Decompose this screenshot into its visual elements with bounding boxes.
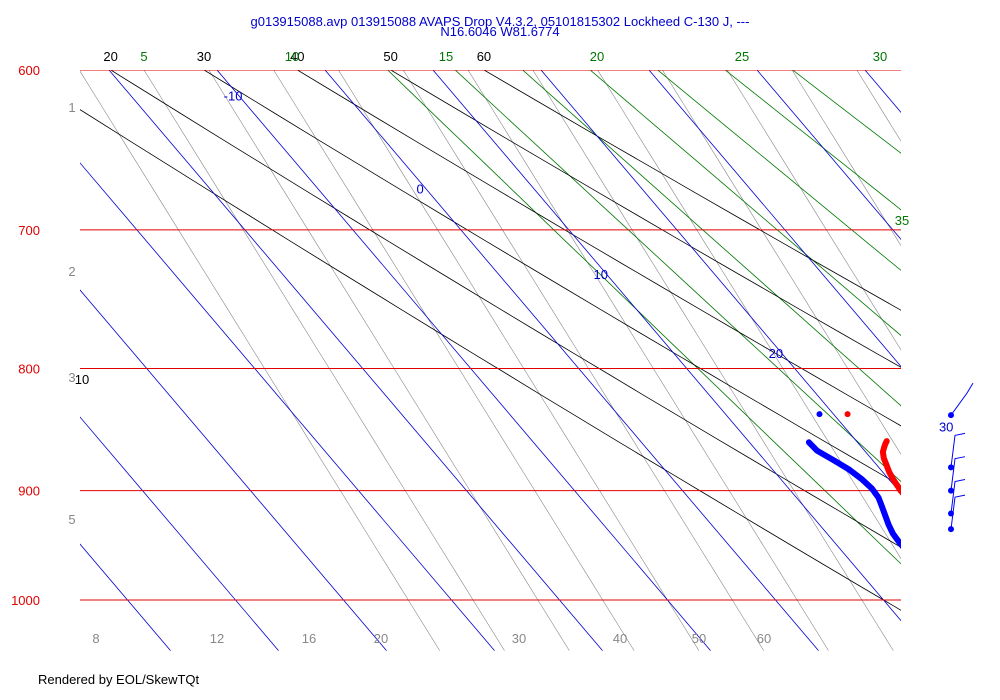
moist-adiabat-label: 25 [735,49,749,64]
wind-barb [950,456,966,491]
moist-adiabat-line [657,70,901,271]
dewpoint-profile [805,439,901,549]
title-line-1: g013915088.avp 013915088 AVAPS Drop V4.3… [250,14,750,29]
isotherm-line [864,70,901,113]
mixing-ratio-label: 8 [92,631,99,646]
isotherm-line [756,70,901,241]
isotherm-line [432,70,901,622]
mixing-ratio-line [877,0,1000,651]
isotherm-line [80,162,495,651]
mixing-ratio-line [143,70,505,651]
height-label: 3 [68,370,75,385]
dry-adiabat-line [80,109,901,611]
mixing-ratio-line [273,70,635,651]
moist-adiabat-label: 15 [439,49,453,64]
sounding-profiles [805,411,901,549]
isobar-label: 1000 [11,593,40,608]
moist-adiabat-label: 30 [873,49,887,64]
isobar-label: 700 [18,223,40,238]
temperature-profile [879,438,901,496]
moist-adiabat-line [589,70,901,337]
mixing-ratio-line [338,70,700,651]
moist-adiabat-label: 35 [895,213,909,228]
dewpoint-point [816,411,823,418]
mixing-ratio-line [402,70,764,651]
dry-adiabat-label: 10 [75,372,89,387]
wind-barb [950,494,966,530]
dry-adiabat-label: 60 [477,49,491,64]
isobar-label: 900 [18,484,40,499]
mixing-ratio-line [80,70,440,651]
dry-adiabat-line [110,70,901,548]
mixing-ratio-label: 40 [613,631,627,646]
dry-adiabat-line [296,70,901,427]
dry-adiabat-line [483,70,901,311]
wind-barbs [948,382,974,533]
chart-title: g013915088.avp 013915088 AVAPS Drop V4.3… [0,14,1000,39]
mixing-ratio-line [662,70,901,455]
height-label: 5 [68,512,75,527]
moist-adiabat-line [387,70,901,565]
temperature-point [844,411,851,418]
moist-adiabat-label: 10 [285,49,299,64]
dry-adiabat-label: 30 [197,49,211,64]
moist-adiabat-label: 20 [590,49,604,64]
title-line-2: N16.6046 W81.6774 [440,24,560,39]
moist-adiabat-line [454,70,901,483]
mixing-ratio-label: 60 [757,631,771,646]
dry-adiabat-line [389,70,901,368]
mixing-ratio-line [726,70,901,351]
mixing-ratio-label: 50 [692,631,706,646]
mixing-ratio-line [791,70,901,247]
wind-barb [950,432,966,468]
isotherm-line [80,289,387,651]
isotherm-line [108,70,603,651]
isotherm-line [648,70,901,368]
moist-adiabat-line [792,70,901,154]
isobar-label: 800 [18,361,40,376]
height-label: 2 [68,264,75,279]
mixing-ratio-line [532,70,894,651]
isotherm-label: 0 [417,182,424,197]
isotherm-label: -20 [29,0,48,1]
isotherm-label: 30 [939,419,953,434]
moist-adiabat-line [522,70,901,407]
isotherm-label: 20 [769,346,783,361]
isobar-label: 600 [18,63,40,78]
diagram-lines [80,0,1000,651]
isotherm-line [80,543,171,651]
mixing-ratio-label: 20 [374,631,388,646]
isotherm-label: 10 [594,267,608,282]
isotherm-label: -10 [224,89,243,104]
mixing-ratio-line [208,70,570,651]
dry-adiabat-line [203,70,901,487]
isotherm-line [216,70,711,651]
isotherm-line [912,0,1000,651]
wind-barb [950,382,974,416]
dry-adiabat-label: 50 [383,49,397,64]
isotherm-line [324,70,819,651]
mixing-ratio-line [942,0,1000,651]
mixing-ratio-line [856,70,901,142]
mixing-ratio-label: 16 [302,631,316,646]
footer-text: Rendered by EOL/SkewTQt [38,672,200,687]
isotherm-line [80,416,279,651]
height-label: 1 [68,100,75,115]
dry-adiabat-label: 40 [290,49,304,64]
diagram-labels: 6007008009001000-20-10010203040102030405… [11,0,953,646]
moist-adiabat-line [724,70,901,211]
mixing-ratio-line [597,70,901,560]
moist-adiabat-label: 5 [140,49,147,64]
mixing-ratio-label: 12 [210,631,224,646]
isotherm-line [540,70,901,495]
dry-adiabat-label: 20 [103,49,117,64]
mixing-ratio-line [467,70,829,651]
mixing-ratio-label: 30 [512,631,526,646]
wind-barb [950,478,966,514]
